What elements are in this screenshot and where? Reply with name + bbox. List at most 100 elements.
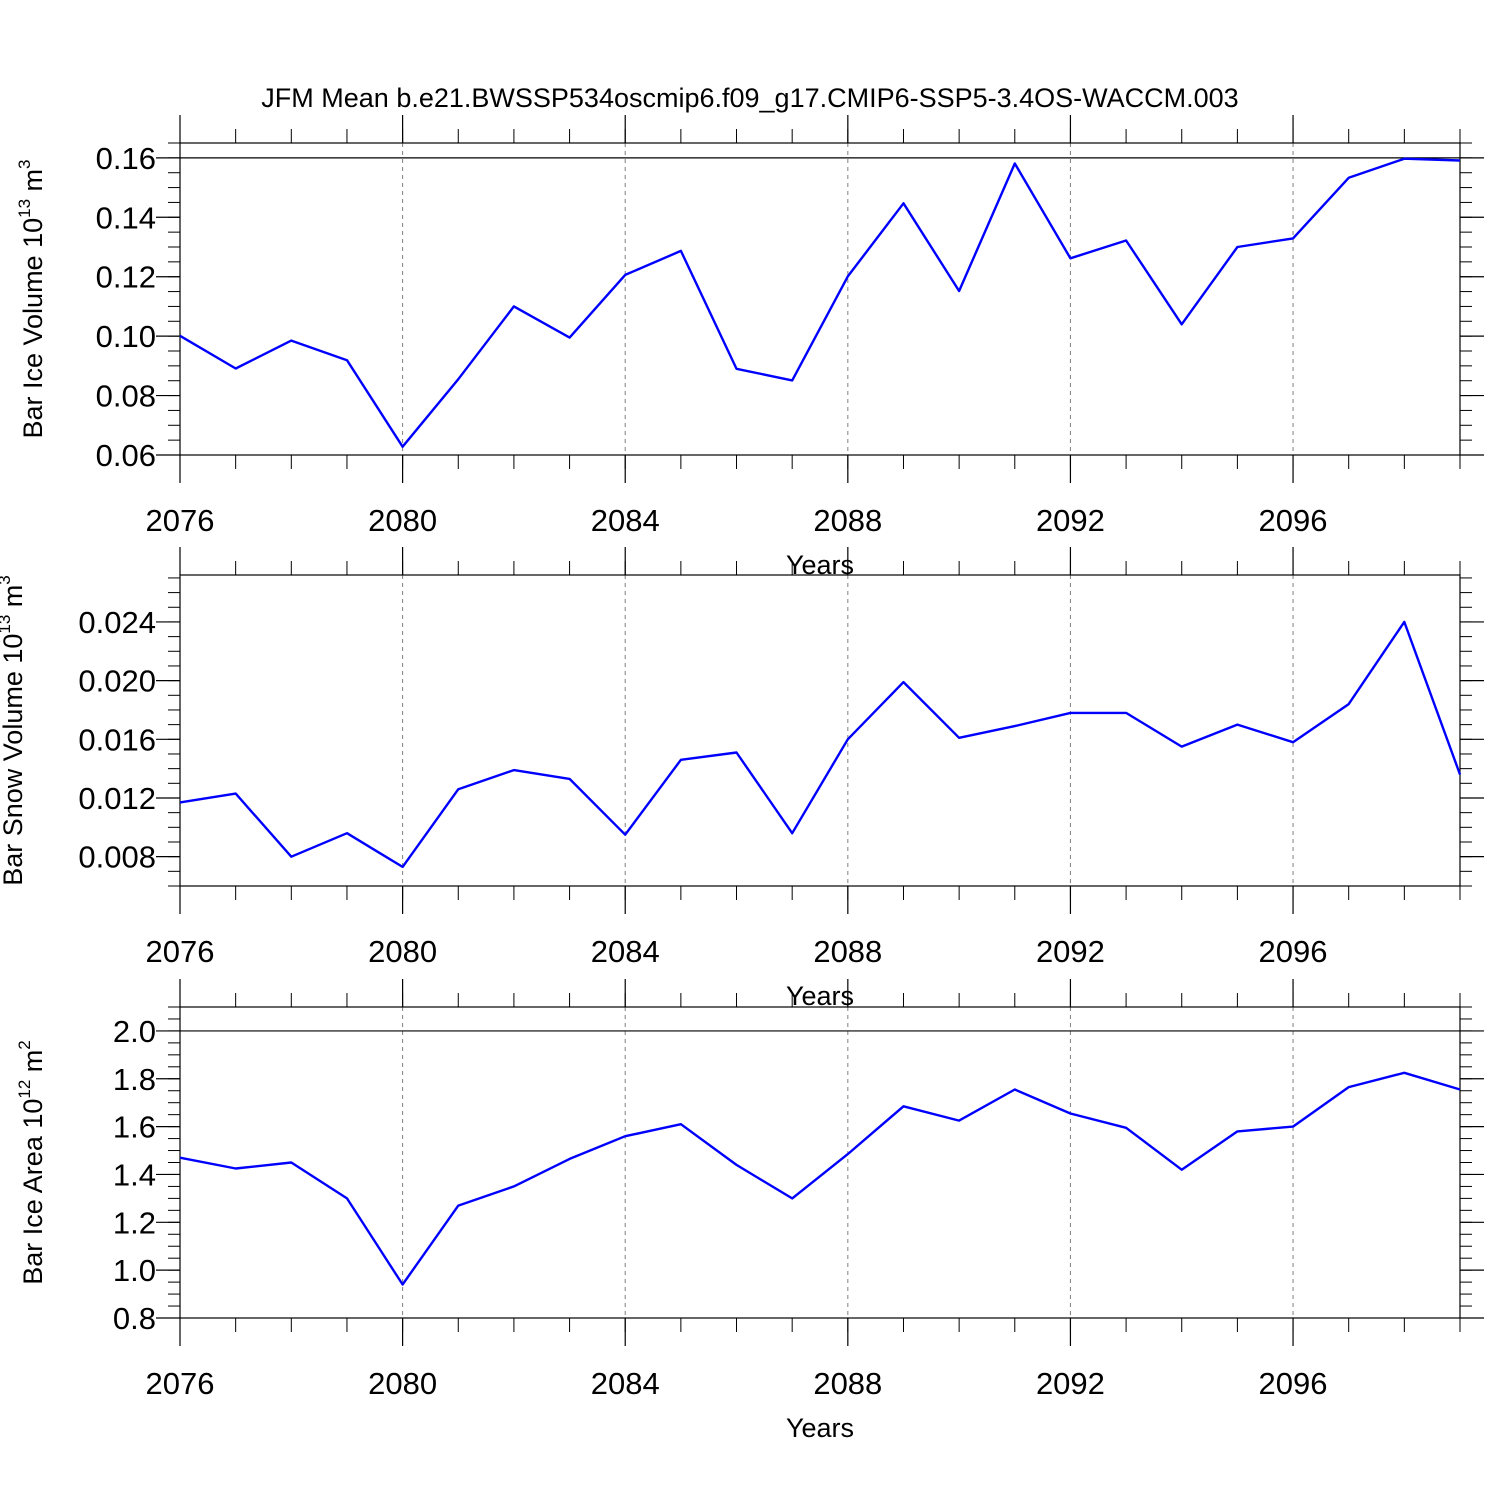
x-tick-label: 2096 [1259,503,1328,538]
y-axis-label: Bar Snow Volume 1013 m3 [0,575,28,886]
plot-frame [179,142,1461,456]
data-point [1402,157,1406,161]
data-point [1235,723,1239,727]
plot-frame [179,1006,1461,1319]
data-point [1235,1129,1239,1133]
data-point [568,777,572,781]
data-point [234,792,238,796]
data-point [1347,176,1351,180]
data-point [790,378,794,382]
figure-title: JFM Mean b.e21.BWSSP534oscmip6.f09_g17.C… [261,83,1238,113]
data-point [957,1119,961,1123]
panel-ice-area: 0.8 1.0 1.2 1.4 1.6 1.8 2.0 2076 2080 2084 2088 209… [15,979,1484,1443]
data-point [1291,1125,1295,1129]
data-point [1458,1088,1462,1092]
series-line [179,620,1462,869]
data-point [178,800,182,804]
x-tick-label: 2088 [813,934,882,969]
panel-snow-volume: 0.008 0.012 0.016 0.020 0.024 2076 2080 2084 208… [0,547,1484,1011]
x-tick-label: 2092 [1036,1366,1105,1401]
data-point [735,367,739,371]
y-tick-label: 2.0 [113,1014,156,1049]
data-point [901,1104,905,1108]
data-point [735,1163,739,1167]
y-axis-label: Bar Ice Area 1012 m2 [15,1040,48,1285]
y-tick-label: 1.6 [113,1110,156,1145]
data-point [679,758,683,762]
data-point [1402,620,1406,624]
data-point [1291,236,1295,240]
y-tick-label: 0.16 [96,141,156,176]
x-tick-label: 2080 [368,1366,437,1401]
x-tick-label: 2088 [813,1366,882,1401]
data-point [345,358,349,362]
data-point [1013,162,1017,166]
data-point [512,1184,516,1188]
data-point [1235,245,1239,249]
data-point [1458,773,1462,777]
data-point [957,736,961,740]
y-tick-label: 0.14 [96,200,156,235]
data-point [623,1134,627,1138]
data-point [456,377,460,381]
data-point [623,273,627,277]
data-point [1180,745,1184,749]
x-axis-label: Years [786,1413,854,1443]
data-point [456,787,460,791]
y-tick-label: 0.024 [78,605,156,640]
data-point [345,1196,349,1200]
data-point [1124,711,1128,715]
data-point [289,855,293,859]
x-axis-label: Years [786,981,854,1011]
x-tick-label: 2088 [813,503,882,538]
data-point [1013,1088,1017,1092]
data-point [401,445,405,449]
data-point [1068,256,1072,260]
y-tick-label: 0.8 [113,1301,156,1336]
data-point [623,833,627,837]
data-point [790,1196,794,1200]
data-point [178,334,182,338]
series-line [179,157,1461,448]
y-tick-label: 1.2 [113,1205,156,1240]
x-tick-label: 2080 [368,503,437,538]
x-tick-label: 2076 [146,503,215,538]
plot-frame [179,574,1461,887]
data-point [957,289,961,293]
y-tick-label: 1.4 [113,1157,156,1192]
x-tick-label: 2092 [1036,934,1105,969]
data-point [512,304,516,308]
y-tick-label: 0.020 [78,664,156,699]
data-point [401,1283,405,1287]
x-tick-label: 2096 [1259,1366,1328,1401]
data-point [234,367,238,371]
data-point [1180,322,1184,326]
data-point [846,737,850,741]
x-tick-label: 2084 [591,1366,660,1401]
data-point [1068,1111,1072,1115]
data-point [1124,238,1128,242]
x-tick-label: 2084 [591,503,660,538]
data-point [401,865,405,869]
data-point [512,768,516,772]
data-point [234,1166,238,1170]
y-tick-label: 0.012 [78,781,156,816]
x-tick-label: 2076 [146,934,215,969]
y-tick-label: 0.016 [78,722,156,757]
data-point [846,1152,850,1156]
y-tick-label: 0.12 [96,260,156,295]
y-tick-label: 1.8 [113,1062,156,1097]
data-point [1347,702,1351,706]
data-point [345,831,349,835]
panel-ice-volume: 0.06 0.08 0.10 0.12 0.14 0.16 2076 2080 2084 2088… [15,115,1484,580]
y-tick-label: 0.08 [96,379,156,414]
series-line [179,1071,1461,1286]
data-point [568,336,572,340]
data-point [1402,1071,1406,1075]
data-point [679,249,683,253]
data-point [1291,740,1295,744]
data-point [1013,724,1017,728]
data-point [568,1157,572,1161]
x-tick-label: 2080 [368,934,437,969]
